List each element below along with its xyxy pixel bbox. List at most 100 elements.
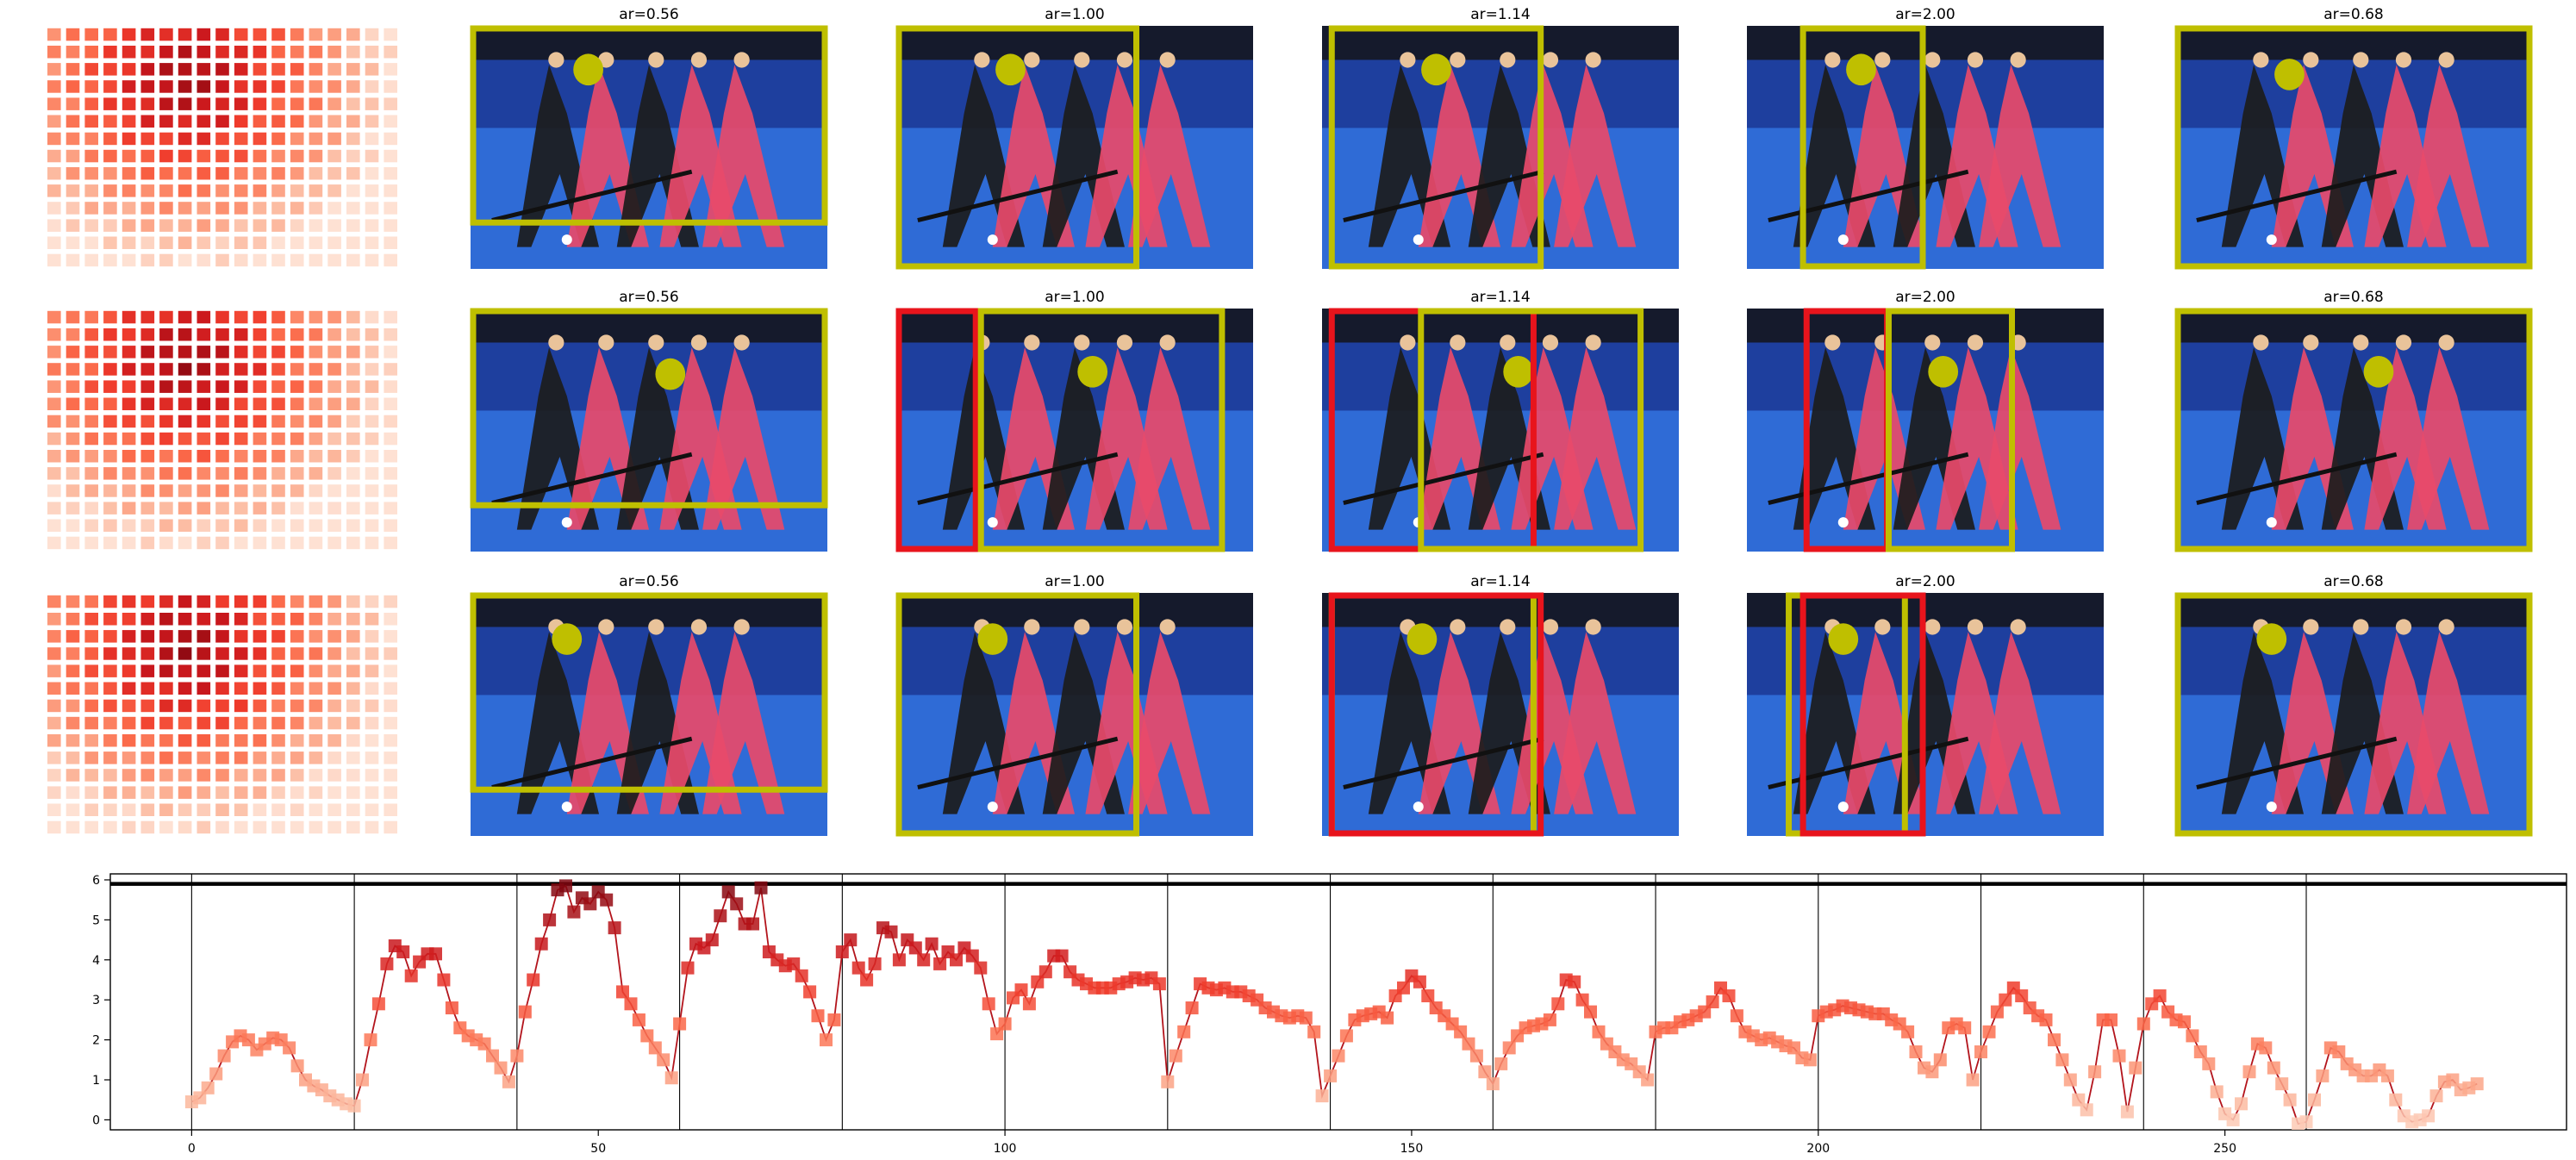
heatmap-cell: [103, 536, 117, 550]
player-head: [733, 619, 750, 635]
heatmap-cell: [215, 432, 229, 446]
data-point: [1803, 1053, 1817, 1067]
data-point: [811, 1009, 825, 1023]
heatmap-cell: [215, 630, 229, 643]
player-head: [598, 334, 614, 351]
photo-roof: [1322, 309, 1679, 343]
heatmap-cell: [65, 310, 80, 324]
heatmap-cell: [253, 132, 267, 146]
heatmap-cell: [122, 536, 136, 550]
heatmap-cell: [365, 184, 379, 197]
x-tick-label: 100: [994, 1142, 1017, 1156]
heatmap-cell: [178, 467, 192, 480]
player-head: [2395, 52, 2412, 68]
photo-roof: [471, 309, 827, 343]
heatmap-cell: [84, 380, 98, 393]
heatmap-cell: [253, 699, 267, 713]
heatmap-cell: [309, 328, 323, 341]
heatmap-cell: [196, 46, 211, 59]
data-point: [2015, 989, 2029, 1002]
heatmap-cell: [271, 184, 285, 197]
heatmap-cell: [159, 310, 173, 324]
hockey-stick: [491, 169, 693, 223]
heatmap-cell: [65, 769, 80, 782]
heatmap-cell: [103, 63, 117, 76]
x-tick-label: 250: [2213, 1142, 2236, 1156]
image-panel: ar=0.68: [2174, 289, 2533, 552]
plot-area: [109, 873, 2567, 1131]
heatmap-cell: [178, 519, 192, 532]
heatmap-cell: [271, 397, 285, 410]
heatmap-cell: [384, 769, 397, 782]
heatmap-cell: [84, 149, 98, 163]
heatmap-cell: [309, 415, 323, 428]
player-head: [690, 334, 708, 351]
data-point: [1177, 1025, 1191, 1038]
heatmap-cell: [178, 664, 192, 677]
player-head: [1450, 52, 1466, 68]
heatmap-cell: [84, 397, 98, 410]
player-head: [1824, 52, 1841, 68]
heatmap-cell: [215, 647, 229, 660]
heatmap-cell: [122, 202, 136, 215]
heatmap-cell: [365, 432, 379, 446]
player-figure: [702, 632, 785, 814]
heatmap-cell: [47, 502, 61, 515]
data-point: [624, 997, 638, 1011]
heatmap-cell: [196, 63, 211, 76]
heatmap-cell: [159, 380, 173, 393]
heatmap-cell: [103, 769, 117, 782]
heatmap-cell: [384, 397, 397, 410]
heatmap-cell: [365, 363, 379, 376]
heatmap-cell: [103, 519, 117, 532]
heatmap-cell: [122, 28, 136, 41]
heatmap-cell: [159, 630, 173, 643]
heatmap-cell: [178, 536, 192, 550]
heatmap-cell: [47, 467, 61, 480]
data-point: [396, 945, 410, 958]
heatmap-cell: [365, 716, 379, 730]
yellow-bounding-box: [977, 308, 1226, 552]
heatmap-cell: [65, 647, 80, 660]
heatmap-cell: [271, 46, 285, 59]
heatmap-cell: [122, 450, 136, 463]
heatmap-cell: [159, 519, 173, 532]
heatmap-cell: [215, 346, 229, 359]
data-point: [1982, 1025, 1996, 1038]
heatmap-cell: [253, 450, 267, 463]
heatmap-cell: [309, 450, 323, 463]
heatmap-cell: [271, 734, 285, 747]
data-point: [2072, 1093, 2086, 1107]
heatmap-cell: [234, 46, 248, 59]
heatmap-cell: [253, 346, 267, 359]
heatmap-cell: [103, 397, 117, 410]
heatmap-cell: [122, 97, 136, 110]
player-head: [2303, 334, 2319, 351]
heatmap-cell: [65, 149, 80, 163]
heatmap-cell: [122, 734, 136, 747]
heatmap-cell: [159, 769, 173, 782]
heatmap-cell: [122, 219, 136, 232]
panel-title: ar=2.00: [1895, 6, 1955, 23]
heatmap-cell: [253, 432, 267, 446]
heatmap-cell: [384, 536, 397, 550]
heatmap-cell: [346, 149, 360, 163]
heatmap-cell: [234, 380, 248, 393]
heatmap-cell: [290, 519, 304, 532]
yellow-bounding-box: [1799, 25, 1926, 270]
heatmap-cell: [327, 346, 341, 359]
data-point: [371, 997, 385, 1011]
player-figure: [2407, 65, 2490, 247]
yellow-bounding-box: [470, 25, 828, 226]
data-point: [2202, 1057, 2216, 1070]
heatmap-cell: [47, 219, 61, 232]
heatmap-cell: [327, 536, 341, 550]
heatmap-cell: [271, 415, 285, 428]
data-point: [640, 1029, 654, 1043]
heatmap-cell: [159, 613, 173, 626]
heatmap-cell: [196, 613, 211, 626]
heatmap-cell: [346, 664, 360, 677]
player-head: [1585, 334, 1601, 351]
heatmap-cell: [253, 613, 267, 626]
data-point: [1381, 1011, 1394, 1025]
